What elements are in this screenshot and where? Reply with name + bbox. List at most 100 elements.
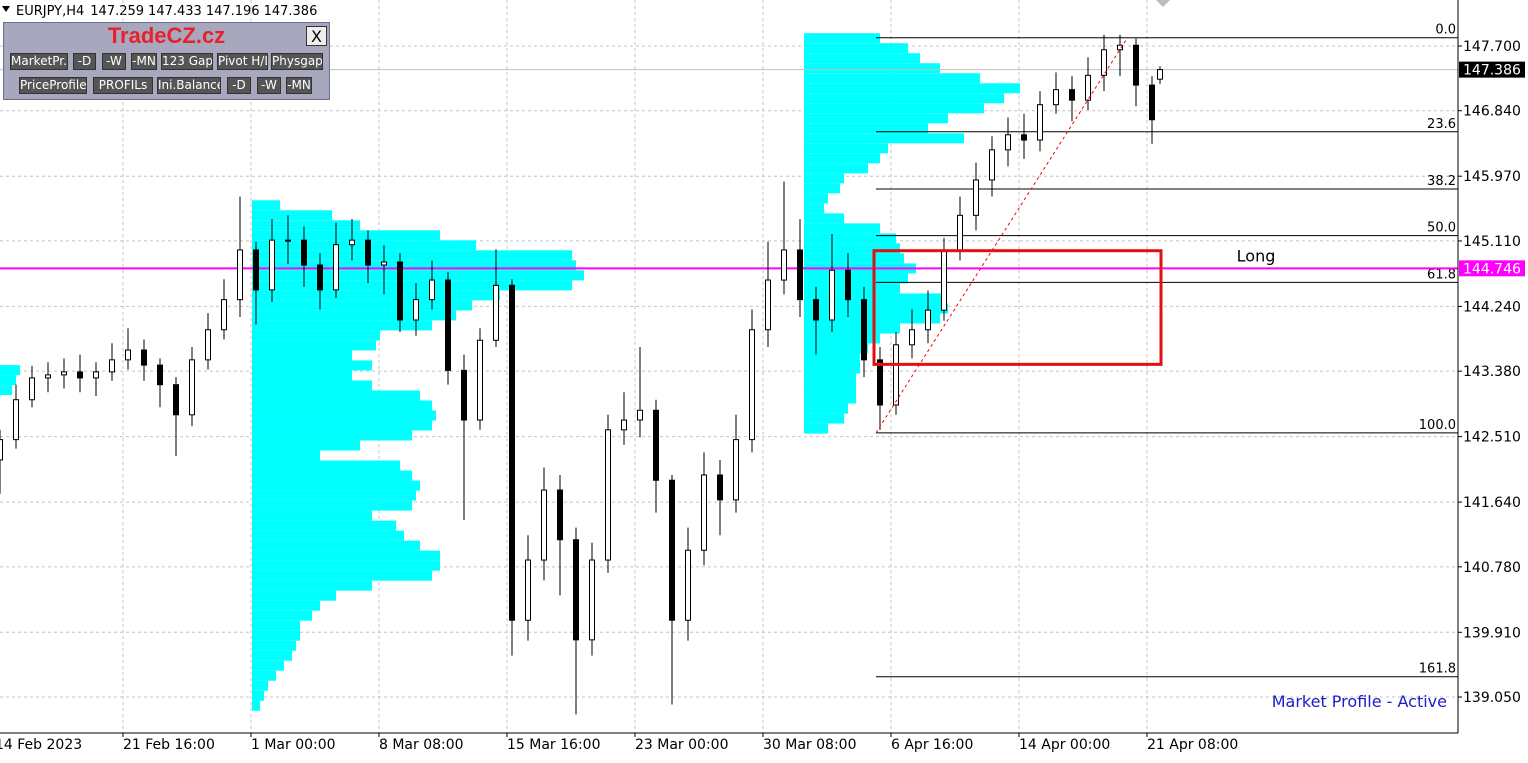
profile-bin bbox=[252, 460, 400, 471]
scroll-marker bbox=[1156, 0, 1170, 7]
candle-body bbox=[669, 479, 675, 621]
profile-bin bbox=[804, 383, 856, 394]
candle-body bbox=[157, 364, 163, 386]
candle-body bbox=[1005, 134, 1011, 151]
candle-body bbox=[541, 489, 547, 561]
candle-body bbox=[1053, 89, 1059, 106]
profile-bin bbox=[252, 640, 296, 651]
candle-body bbox=[829, 269, 835, 321]
panel-button[interactable]: MarketPr. bbox=[10, 53, 68, 70]
panel-button[interactable]: -D bbox=[73, 53, 96, 70]
profile-bin bbox=[804, 143, 888, 154]
candle-body bbox=[653, 409, 659, 481]
fib-label: 50.0 bbox=[1427, 221, 1456, 236]
candle-body bbox=[77, 371, 83, 379]
candle-body bbox=[557, 489, 563, 541]
profile-bin bbox=[252, 340, 376, 351]
profile-bin bbox=[252, 550, 440, 561]
profile-bin bbox=[252, 210, 332, 221]
profile-bin bbox=[252, 380, 372, 391]
candle-body bbox=[973, 179, 979, 216]
profile-bin bbox=[804, 73, 980, 84]
profile-bin bbox=[252, 610, 312, 621]
panel-button[interactable]: -W bbox=[102, 53, 126, 70]
profile-bin bbox=[804, 43, 908, 54]
profile-bin bbox=[804, 53, 920, 64]
panel-button[interactable]: -MN bbox=[286, 77, 312, 94]
profile-bin bbox=[804, 393, 856, 404]
y-tick-label: 147.700 bbox=[1463, 39, 1521, 55]
candle-body bbox=[45, 374, 51, 379]
profile-bin bbox=[252, 420, 432, 431]
candle-body bbox=[0, 439, 3, 461]
candle-body bbox=[893, 344, 899, 406]
profile-bin bbox=[252, 470, 412, 481]
panel-button[interactable]: PROFILs bbox=[93, 77, 153, 94]
profile-bin bbox=[804, 273, 908, 284]
candle-body bbox=[941, 249, 947, 311]
candle-body bbox=[749, 329, 755, 441]
candle-body bbox=[13, 399, 19, 441]
profile-bin bbox=[252, 260, 576, 271]
fib-label: 0.0 bbox=[1435, 23, 1456, 38]
profile-bin bbox=[804, 423, 828, 434]
profile-bin bbox=[252, 570, 432, 581]
price-box-label: 147.386 bbox=[1463, 63, 1521, 79]
panel-button[interactable]: -MN bbox=[131, 53, 157, 70]
profile-bin bbox=[252, 520, 396, 531]
profile-bin bbox=[804, 373, 856, 384]
menu-arrow[interactable] bbox=[2, 6, 10, 12]
profile-bin bbox=[252, 250, 572, 261]
last-high: 147.433 bbox=[148, 4, 202, 19]
panel-button[interactable]: Pivot H/L bbox=[217, 53, 268, 70]
profile-bin bbox=[804, 413, 844, 424]
panel-button[interactable]: PriceProfile bbox=[19, 77, 87, 94]
profile-bin bbox=[252, 270, 584, 281]
profile-bin bbox=[804, 223, 880, 234]
candle-body bbox=[381, 261, 387, 266]
candle-body bbox=[957, 214, 963, 251]
close-button[interactable]: X bbox=[306, 26, 327, 46]
candle-body bbox=[509, 284, 515, 621]
candle-body bbox=[573, 539, 579, 641]
panel-button[interactable]: -W bbox=[257, 77, 281, 94]
candle-body bbox=[141, 349, 147, 366]
profile-bin bbox=[252, 490, 416, 501]
candle-body bbox=[1021, 134, 1027, 141]
candle-body bbox=[285, 239, 291, 242]
candle-body bbox=[685, 549, 691, 621]
candle-body bbox=[1157, 69, 1163, 80]
profile-bin bbox=[252, 220, 360, 231]
profile-bin bbox=[804, 203, 824, 214]
panel-button[interactable]: Physgap bbox=[271, 53, 323, 70]
last-close: 147.386 bbox=[264, 4, 318, 19]
panel-button[interactable]: Ini.Balance bbox=[157, 77, 221, 94]
candle-body bbox=[397, 261, 403, 321]
y-tick-label: 145.970 bbox=[1463, 169, 1521, 185]
profile-bin bbox=[252, 530, 404, 541]
candle-body bbox=[813, 299, 819, 321]
candle-body bbox=[173, 384, 179, 416]
profile-bin bbox=[804, 243, 900, 254]
profile-bin bbox=[252, 330, 380, 341]
candle-body bbox=[733, 439, 739, 501]
candle-body bbox=[781, 249, 787, 281]
candle-body bbox=[1069, 89, 1075, 101]
panel-button[interactable]: -D bbox=[227, 77, 251, 94]
profile-bin bbox=[804, 123, 928, 134]
profile-bin bbox=[804, 33, 880, 44]
profile-bin bbox=[252, 300, 472, 311]
profile-bin bbox=[252, 510, 372, 521]
candle-body bbox=[701, 474, 707, 551]
panel-button[interactable]: 123 Gap bbox=[161, 53, 213, 70]
x-tick-label: 30 Mar 08:00 bbox=[763, 737, 856, 753]
profile-bin bbox=[804, 103, 984, 114]
candle-body bbox=[333, 244, 339, 291]
profile-bin bbox=[804, 93, 1004, 104]
fib-label: 161.8 bbox=[1419, 662, 1456, 677]
profile-bin bbox=[804, 363, 860, 374]
candle-body bbox=[301, 239, 307, 266]
candle-body bbox=[797, 249, 803, 301]
last-low: 147.196 bbox=[206, 4, 260, 19]
profile-bin bbox=[804, 83, 1020, 94]
